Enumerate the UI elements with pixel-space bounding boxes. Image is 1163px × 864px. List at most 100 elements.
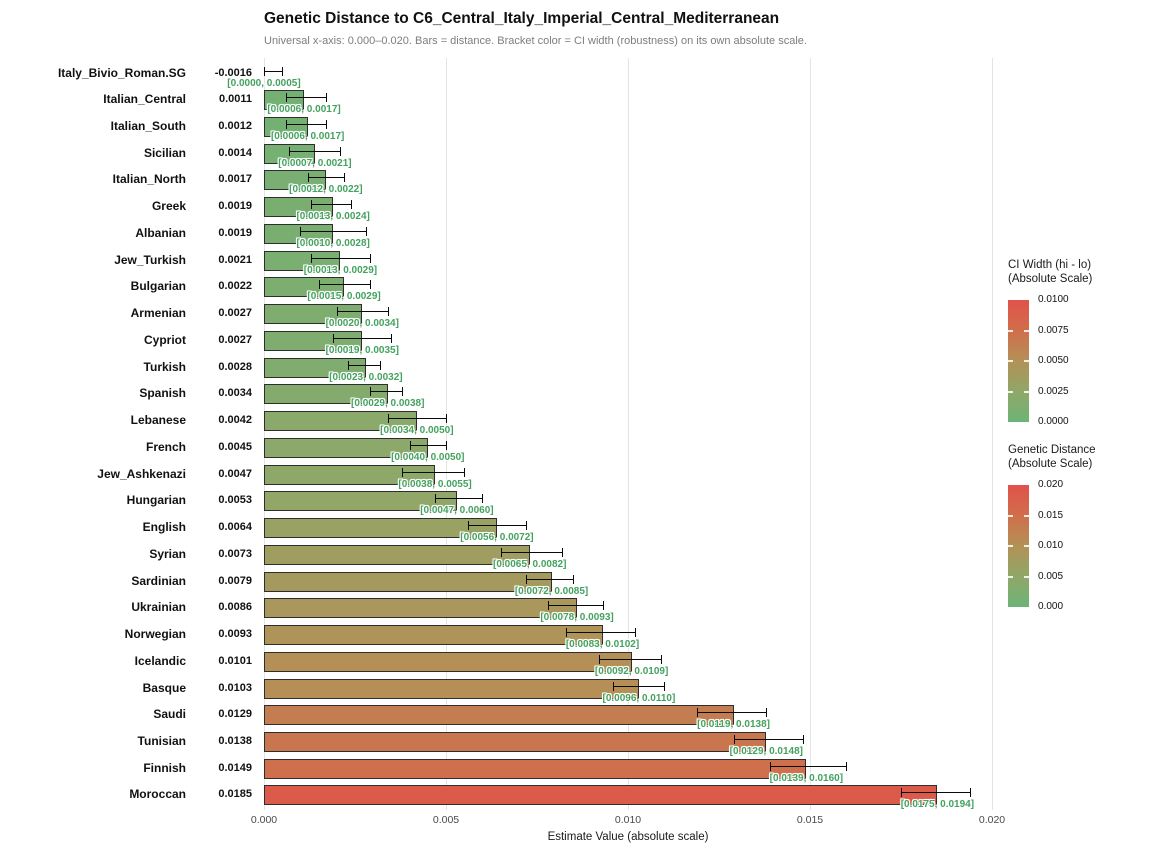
ci-errorbar-cap-high — [526, 521, 528, 531]
x-gridline — [628, 58, 629, 810]
population-label: Italian_South — [110, 118, 186, 133]
ci-interval-label: [0.0119, 0.0138] — [697, 719, 770, 731]
ci-interval-label: [0.0023, 0.0032] — [329, 371, 403, 383]
x-axis-title: Estimate Value (absolute scale) — [547, 831, 709, 843]
distance-bar — [264, 491, 457, 512]
ci-errorbar-cap-low — [697, 708, 699, 718]
ci-errorbar-cap-low — [769, 761, 771, 771]
legend-tick-mark — [1024, 545, 1029, 547]
ci-errorbar-cap-high — [562, 547, 564, 557]
ci-errorbar-cap-high — [351, 200, 353, 210]
estimate-value-label: 0.0047 — [218, 467, 252, 480]
ci-errorbar-cap-low — [347, 360, 349, 370]
ci-errorbar-line — [347, 364, 381, 366]
ci-interval-label: [0.0006, 0.0017] — [270, 130, 345, 142]
ci-errorbar-cap-low — [613, 681, 615, 691]
ci-interval-label: [0.0092, 0.0109] — [594, 665, 669, 677]
ci-errorbar-cap-high — [660, 654, 662, 664]
legend-tick-label: 0.010 — [1038, 540, 1064, 551]
legend-tick-mark — [1024, 329, 1029, 332]
estimate-value-label: 0.0129 — [218, 708, 252, 721]
ci-errorbar-line — [311, 257, 370, 259]
legend-tick-label: 0.015 — [1038, 509, 1064, 521]
estimate-value-label: 0.0011 — [218, 93, 252, 106]
legend-tick-mark — [1008, 545, 1013, 547]
legend-tick-label: 0.0100 — [1038, 294, 1069, 305]
population-label: Tunisian — [137, 734, 186, 748]
population-label: Bulgarian — [130, 279, 186, 294]
ci-errorbar-cap-low — [402, 467, 404, 477]
distance-bar — [264, 384, 388, 405]
estimate-value-label: 0.0045 — [218, 440, 252, 453]
estimate-value-label: 0.0014 — [218, 146, 252, 159]
ci-errorbar-line — [435, 498, 483, 500]
legend-tick-label: 0.0050 — [1038, 355, 1069, 366]
ci-errorbar-cap-low — [369, 387, 371, 397]
ci-errorbar-cap-high — [664, 681, 666, 691]
ci-errorbar-line — [285, 123, 326, 125]
ci-errorbar-line — [409, 444, 446, 446]
distance-bar — [264, 598, 578, 619]
ci-errorbar-cap-low — [311, 253, 313, 263]
distance-bar — [264, 758, 807, 779]
distance-bar — [264, 250, 341, 271]
ci-errorbar-line — [307, 177, 345, 179]
population-label: Hungarian — [126, 493, 186, 508]
ci-errorbar-cap-high — [340, 146, 342, 156]
distance-bar — [264, 625, 603, 646]
ci-interval-label: [0.0175, 0.0194] — [900, 799, 975, 811]
ci-interval-label: [0.0047, 0.0060] — [420, 505, 494, 517]
population-label: Syrian — [149, 546, 186, 561]
chart-title: Genetic Distance to C6_Central_Italy_Imp… — [264, 10, 780, 27]
ci-interval-label: [0.0038, 0.0055] — [398, 478, 472, 490]
ci-errorbar-line — [613, 685, 665, 687]
population-label: Icelandic — [134, 653, 186, 668]
ci-errorbar-cap-high — [446, 440, 447, 450]
ci-errorbar-cap-low — [333, 333, 335, 343]
ci-interval-label: [0.0072, 0.0085] — [514, 585, 589, 597]
estimate-value-label: 0.0185 — [218, 788, 252, 801]
distance-bar — [264, 705, 734, 726]
estimate-value-label: 0.0138 — [218, 735, 252, 747]
estimate-value-label: 0.0073 — [218, 547, 252, 560]
legend-tick-mark — [1024, 575, 1029, 578]
ci-errorbar-line — [311, 204, 352, 206]
ci-errorbar-line — [547, 605, 603, 607]
distance-bar — [264, 277, 345, 298]
estimate-value-label: 0.0021 — [218, 253, 252, 266]
estimate-value-label: 0.0034 — [218, 387, 252, 400]
ci-errorbar-cap-low — [264, 66, 265, 76]
population-label: Saudi — [153, 707, 186, 722]
legend-tick-label: 0.0075 — [1038, 324, 1069, 336]
distance-bar — [264, 678, 639, 699]
distance-bar — [264, 90, 305, 111]
distance-bar — [264, 464, 436, 485]
ci-interval-label: [0.0013, 0.0024] — [296, 211, 370, 223]
legend-tick-label: 0.0025 — [1038, 385, 1069, 397]
ci-errorbar-cap-high — [380, 360, 382, 370]
estimate-value-label: 0.0064 — [218, 521, 252, 534]
distance-bar — [264, 411, 417, 432]
x-gridline — [992, 58, 993, 810]
population-label: Spanish — [139, 386, 186, 401]
ci-errorbar-cap-high — [970, 788, 972, 798]
ci-errorbar-cap-high — [369, 253, 371, 263]
ci-interval-label: [0.0065, 0.0082] — [493, 558, 567, 570]
distance-bar — [264, 330, 363, 351]
population-label: Albanian — [135, 225, 186, 240]
population-label: Moroccan — [129, 787, 186, 802]
legend-title-line2: (Absolute Scale) — [1008, 458, 1093, 470]
ci-errorbar-cap-low — [566, 628, 568, 638]
ci-errorbar-line — [369, 391, 403, 393]
ci-errorbar-cap-high — [846, 761, 848, 771]
population-label: Jew_Turkish — [114, 252, 186, 267]
chart-subtitle: Universal x-axis: 0.000–0.020. Bars = di… — [264, 35, 807, 47]
ci-errorbar-cap-high — [766, 708, 768, 718]
distance-bar — [264, 437, 428, 458]
x-tick-label: 0.020 — [978, 814, 1006, 826]
ci-errorbar-cap-low — [733, 735, 735, 744]
estimate-value-label: 0.0149 — [218, 761, 252, 774]
ci-interval-label: [0.0020, 0.0034] — [325, 318, 399, 330]
distance-bar — [264, 518, 497, 539]
